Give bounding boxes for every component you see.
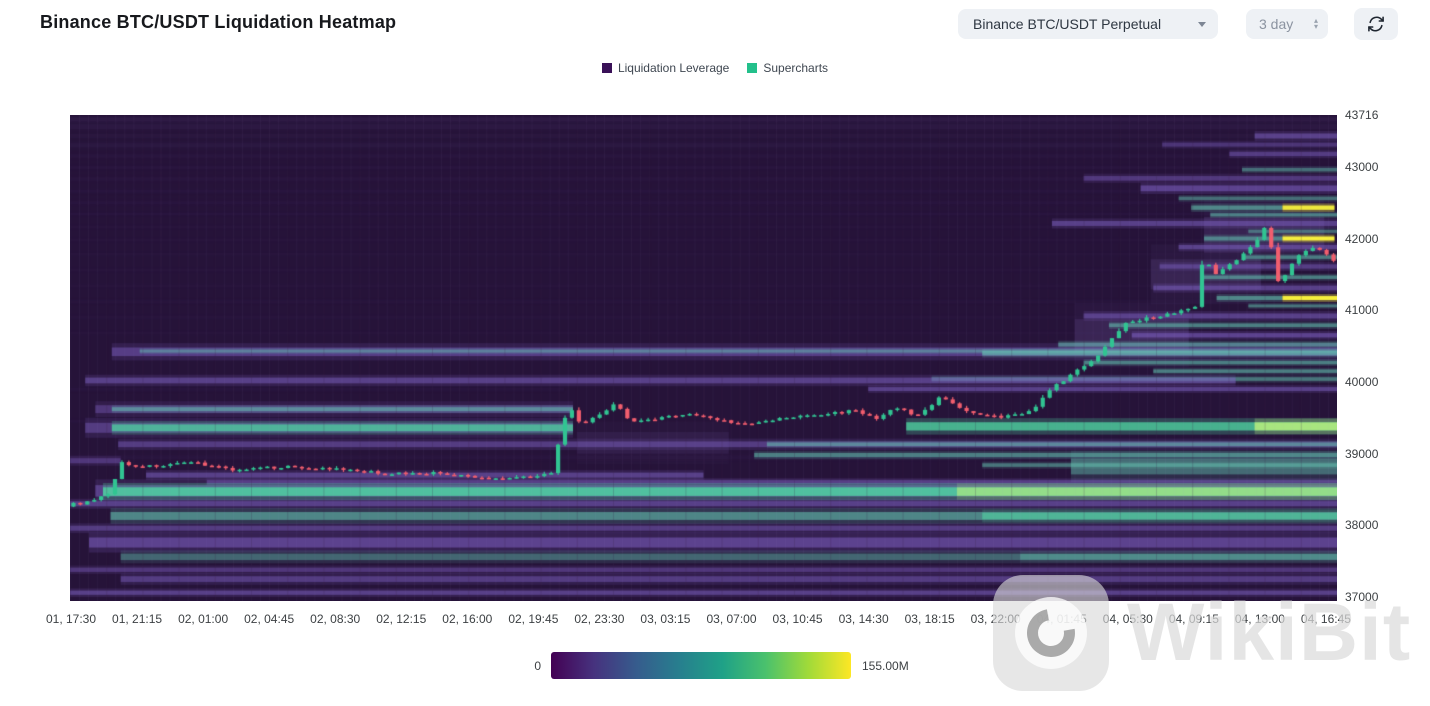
heatmap-chart-area[interactable]: coinglass	[70, 115, 1398, 675]
x-tick-label: 02, 16:00	[442, 612, 493, 626]
x-tick-label: 04, 13:00	[1234, 612, 1285, 626]
legend-item-liquidation-leverage[interactable]: Liquidation Leverage	[601, 61, 730, 75]
y-tick-label: 38000	[1345, 518, 1379, 533]
legend-label: Liquidation Leverage	[617, 61, 730, 75]
chevron-up-icon[interactable]: ▴	[1313, 16, 1318, 25]
legend: Liquidation Leverage Supercharts	[0, 61, 1430, 75]
y-tick-label: 40000	[1345, 374, 1379, 389]
x-tick-label: 04, 16:45	[1300, 612, 1351, 626]
x-tick-label: 04, 01:45	[1036, 612, 1087, 626]
x-tick-label: 02, 12:15	[376, 612, 427, 626]
y-tick-label: 42000	[1345, 231, 1379, 246]
y-tick-label: 43000	[1345, 159, 1379, 174]
chevron-down-icon[interactable]: ▾	[1313, 22, 1318, 31]
x-tick-label: 03, 22:00	[970, 612, 1021, 626]
x-tick-label: 02, 08:30	[310, 612, 361, 626]
coinglass-ghost-icon	[1292, 652, 1310, 679]
colorbar-min-label: 0	[534, 659, 541, 673]
x-tick-label: 03, 18:15	[904, 612, 955, 626]
page-title: Binance BTC/USDT Liquidation Heatmap	[40, 12, 397, 32]
y-tick-label: 41000	[1345, 303, 1379, 318]
y-tick-label: 37000	[1345, 590, 1379, 604]
x-tick-label: 04, 09:15	[1168, 612, 1219, 626]
x-tick-label: 04, 05:30	[1102, 612, 1153, 626]
liquidation-heatmap-canvas[interactable]	[70, 115, 1337, 601]
period-selector[interactable]: 3 day ▴ ▾	[1246, 9, 1328, 39]
x-tick-label: 02, 19:45	[508, 612, 559, 626]
y-tick-label: 39000	[1345, 446, 1379, 461]
refresh-icon	[1366, 14, 1386, 34]
coinglass-watermark: coinglass	[1292, 652, 1399, 679]
refresh-button[interactable]	[1354, 8, 1398, 40]
y-tick-label: 43716	[1345, 108, 1379, 123]
x-tick-label: 02, 04:45	[244, 612, 295, 626]
pair-selector-value: Binance BTC/USDT Perpetual	[973, 16, 1162, 32]
x-tick-label: 03, 03:15	[640, 612, 691, 626]
x-tick-label: 01, 21:15	[112, 612, 163, 626]
period-selector-value: 3 day	[1259, 16, 1294, 32]
pair-selector[interactable]: Binance BTC/USDT Perpetual	[958, 9, 1218, 39]
x-tick-label: 01, 17:30	[45, 612, 97, 626]
x-tick-label: 03, 07:00	[706, 612, 757, 626]
colorbar-max-label: 155.00M	[862, 659, 909, 673]
x-tick-label: 03, 14:30	[838, 612, 889, 626]
x-tick-label: 03, 10:45	[772, 612, 823, 626]
liquidation-leverage-swatch	[601, 63, 612, 73]
x-tick-label: 02, 01:00	[178, 612, 229, 626]
chevron-down-icon	[1198, 21, 1206, 27]
legend-item-supercharts[interactable]: Supercharts	[747, 61, 828, 75]
x-tick-label: 02, 23:30	[574, 612, 625, 626]
stepper-icons[interactable]: ▴ ▾	[1313, 16, 1318, 31]
supercharts-swatch	[747, 63, 758, 73]
colorbar-gradient	[551, 652, 851, 679]
legend-label: Supercharts	[763, 61, 829, 75]
coinglass-watermark-text: coinglass	[1316, 655, 1399, 675]
